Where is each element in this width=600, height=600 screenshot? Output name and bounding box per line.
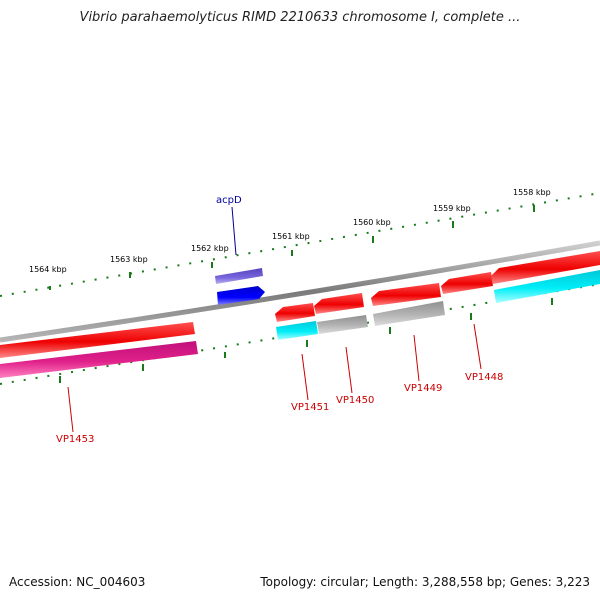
- label-connectors: [67, 206, 482, 433]
- gene-VP1449[interactable]: [371, 283, 441, 306]
- acpD-connector: [231, 206, 237, 256]
- VP1450-connector: [345, 346, 353, 394]
- gene-label-VP1448: VP1448: [465, 372, 503, 383]
- gene-label-VP1451: VP1451: [291, 402, 329, 413]
- VP1449-connector: [413, 334, 420, 382]
- gene-right-cyan[interactable]: [494, 270, 600, 303]
- scale-label: 1558 kbp: [513, 188, 551, 197]
- VP1448-connector: [473, 323, 482, 370]
- gene-VP1451[interactable]: [275, 303, 315, 322]
- inner-scale: [0, 283, 600, 385]
- scale-label: 1559 kbp: [433, 204, 471, 213]
- accession-text: Accession: NC_004603: [9, 575, 146, 589]
- gene-VP1451-cyan[interactable]: [276, 321, 318, 340]
- gene-label-acpD: acpD: [216, 195, 242, 206]
- chromosome-backbone: [0, 240, 600, 343]
- genome-summary-text: Topology: circular; Length: 3,288,558 bp…: [260, 575, 590, 589]
- gene-VP1453[interactable]: [0, 341, 198, 378]
- gene-acpD[interactable]: [217, 286, 265, 305]
- scale-label: 1562 kbp: [191, 244, 229, 253]
- scale-label: 1561 kbp: [272, 232, 310, 241]
- gene-labels: acpD VP1453 VP1451 VP1450 VP1449 VP1448: [56, 195, 503, 445]
- scale-label: 1563 kbp: [110, 255, 148, 264]
- scale-label: 1564 kbp: [29, 265, 67, 274]
- gene-VP1450-gray[interactable]: [317, 315, 368, 334]
- VP1453-connector: [67, 386, 74, 433]
- gene-label-VP1453: VP1453: [56, 434, 94, 445]
- scale-labels: 1564 kbp 1563 kbp 1562 kbp 1561 kbp 1560…: [29, 188, 551, 274]
- VP1451-connector: [301, 353, 309, 401]
- gene-VP1449-gray[interactable]: [373, 301, 445, 326]
- gene-VP1450[interactable]: [314, 293, 364, 314]
- gene-label-VP1449: VP1449: [404, 383, 442, 394]
- scale-label: 1560 kbp: [353, 218, 391, 227]
- gene-right-red[interactable]: [491, 251, 600, 284]
- outer-scale: [0, 192, 600, 297]
- gene-VP1448[interactable]: [441, 272, 493, 294]
- gene-acpD-upper[interactable]: [215, 268, 263, 284]
- gene-VP1453-red[interactable]: [0, 322, 195, 358]
- gene-label-VP1450: VP1450: [336, 395, 374, 406]
- map-title: Vibrio parahaemolyticus RIMD 2210633 chr…: [79, 10, 521, 25]
